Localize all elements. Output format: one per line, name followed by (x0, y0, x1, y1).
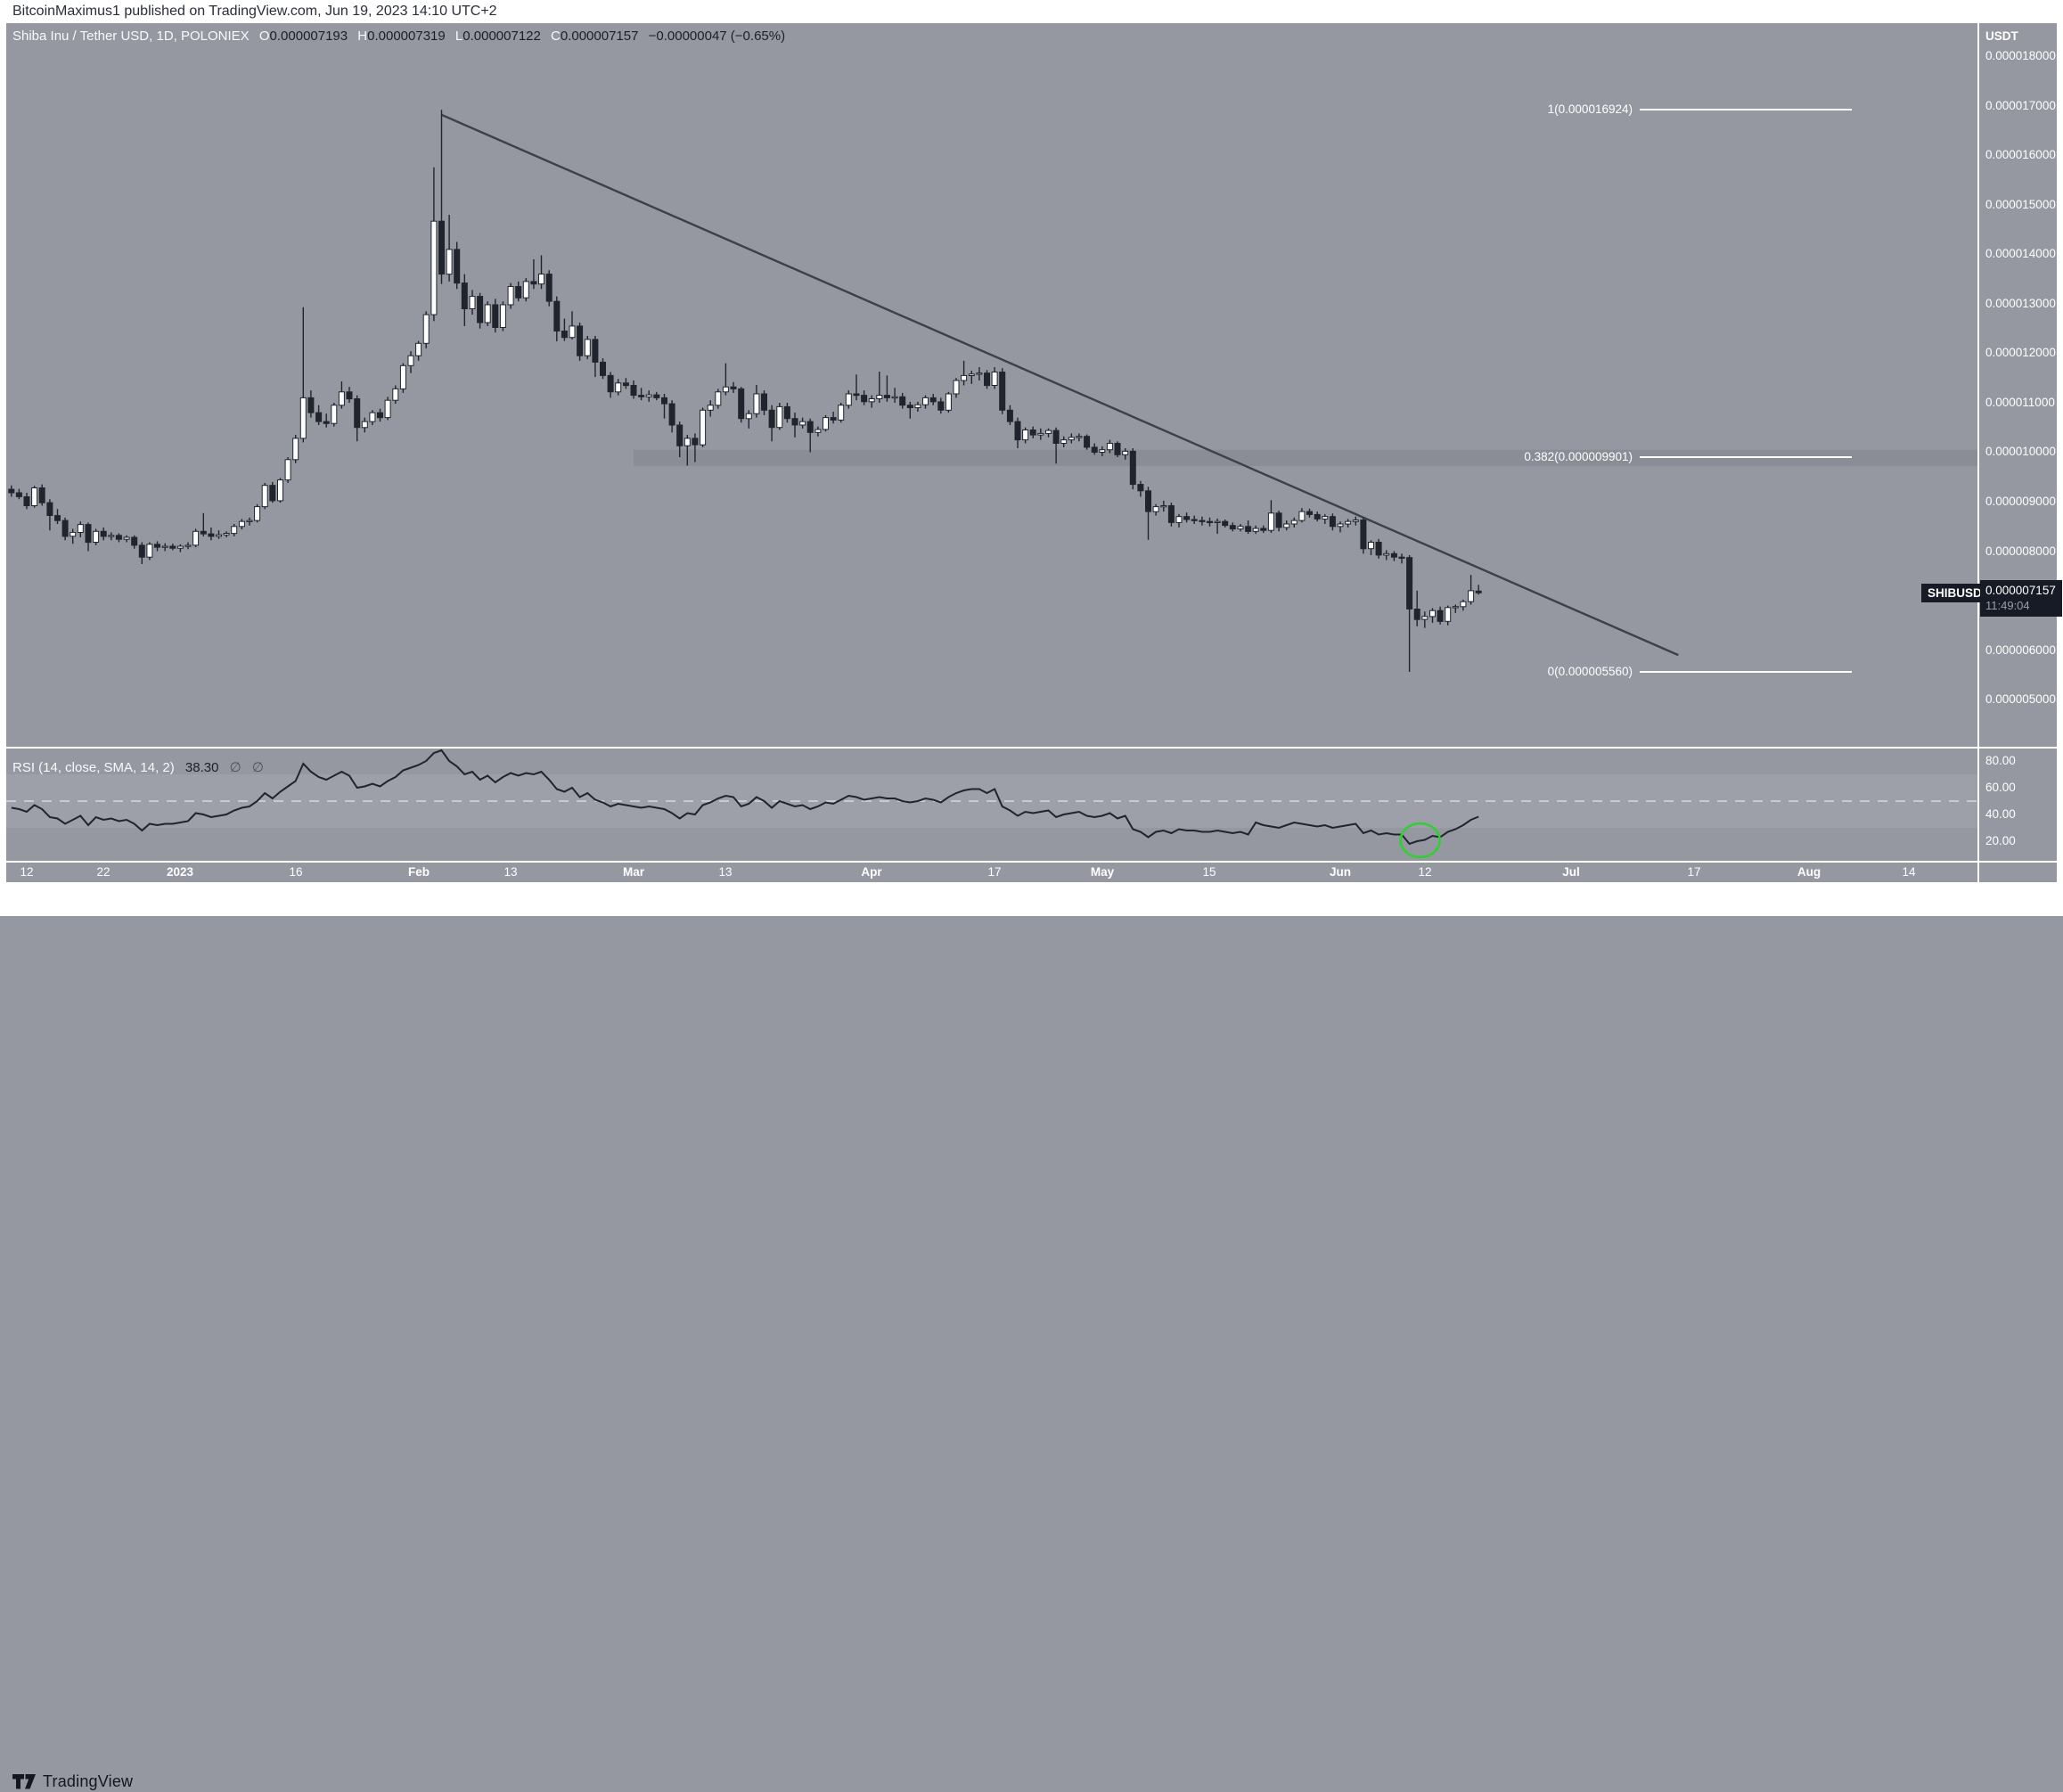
rsi-axis-label: 40.00 (1985, 807, 2016, 821)
rsi-axis-label: 20.00 (1985, 834, 2016, 847)
rsi-highlight-circle[interactable] (1399, 822, 1441, 859)
publish-header-text: BitcoinMaximus1 published on TradingView… (12, 4, 497, 19)
tradingview-logo-text: TradingView (43, 1772, 134, 1790)
chart-canvas[interactable] (0, 0, 2063, 916)
symbol-legend: Shiba Inu / Tether USD, 1D, POLONIEX O0.… (12, 29, 785, 44)
price-axis-label: 0.000014000 (1985, 247, 2056, 260)
time-axis-label: 17 (987, 865, 1002, 879)
price-axis-label: 0.000018000 (1985, 49, 2056, 62)
rsi-legend: RSI (14, close, SMA, 14, 2) 38.30 ∅ ∅ (12, 759, 264, 775)
fib-label-1: 1(0.000016924) (1547, 102, 1633, 116)
price-axis-label: 0.000012000 (1985, 346, 2056, 359)
last-price-flag: 0.000007157 11:49:04 (1980, 580, 2062, 617)
symbol-title[interactable]: Shiba Inu / Tether USD, 1D, POLONIEX (12, 29, 250, 44)
price-axis-label: 0.000017000 (1985, 99, 2056, 112)
symbol-price-flag: SHIBUSDT (1921, 584, 1996, 602)
price-axis-label: 0.000013000 (1985, 297, 2056, 310)
chart-background[interactable] (0, 23, 2063, 882)
time-axis-label: 12 (20, 865, 34, 879)
time-axis-label: 17 (1687, 865, 1701, 879)
rsi-title[interactable]: RSI (14, close, SMA, 14, 2) (12, 760, 175, 775)
ohlc-high-letter: H (357, 29, 368, 44)
price-scale-currency[interactable]: USDT (1985, 29, 2018, 43)
time-axis-label: Jul (1562, 865, 1580, 879)
price-axis-label: 0.000006000 (1985, 643, 2056, 657)
price-axis-label: 0.000010000 (1985, 445, 2056, 458)
ohlc-close-value: 0.000007157 (560, 29, 639, 44)
tradingview-logo[interactable]: TradingView (12, 1771, 133, 1792)
footer-bar: TradingView (0, 882, 2063, 1790)
trendline[interactable] (441, 113, 1679, 657)
fib-zone-band[interactable] (634, 449, 1977, 466)
time-axis-divider (0, 861, 2063, 863)
time-axis-label: 16 (289, 865, 303, 879)
right-border (2057, 23, 2063, 882)
tradingview-logo-icon (12, 1773, 36, 1788)
price-axis-label: 0.000005000 (1985, 692, 2056, 706)
time-axis-label: 13 (503, 865, 518, 879)
rsi-ma1-empty: ∅ (229, 760, 242, 775)
ohlc-close-letter: C (551, 29, 561, 44)
rsi-line[interactable] (11, 749, 1479, 846)
time-axis-label: 2023 (166, 865, 194, 879)
time-axis-label: Apr (861, 865, 882, 879)
time-axis-label: 15 (1202, 865, 1216, 879)
ohlc-open-value: 0.000007193 (269, 29, 348, 44)
price-axis-label: 0.000008000 (1985, 544, 2056, 558)
ohlc-high-value: 0.000007319 (367, 29, 446, 44)
bar-countdown: 11:49:04 (1985, 599, 2030, 612)
price-axis-label: 0.000009000 (1985, 495, 2056, 508)
pane-divider[interactable] (0, 747, 2063, 749)
ohlc-open-letter: O (258, 29, 270, 44)
time-axis-label: 12 (1418, 865, 1432, 879)
ohlc-low-value: 0.000007122 (463, 29, 541, 44)
last-price-value: 0.000007157 (1985, 584, 2056, 597)
price-axis-label: 0.000011000 (1985, 396, 2055, 409)
rsi-value: 38.30 (184, 760, 219, 775)
time-axis-label: Feb (407, 865, 430, 879)
fib-label-0382: 0.382(0.000009901) (1524, 450, 1633, 463)
price-axis-label: 0.000016000 (1985, 148, 2056, 161)
time-axis-label: 14 (1902, 865, 1916, 879)
time-axis-label: 13 (718, 865, 733, 879)
fib-line-1[interactable] (1640, 109, 1852, 110)
fib-line-0382[interactable] (1640, 456, 1852, 458)
rsi-ma2-empty: ∅ (251, 760, 264, 775)
time-axis-label: Jun (1329, 865, 1351, 879)
fib-label-0: 0(0.000005560) (1547, 665, 1633, 678)
time-axis-label: Aug (1797, 865, 1821, 879)
price-scale-divider[interactable] (1977, 23, 1979, 882)
price-axis-label: 0.000015000 (1985, 198, 2056, 211)
time-axis-label: Mar (622, 865, 644, 879)
rsi-axis-label: 80.00 (1985, 754, 2016, 767)
time-axis-label: May (1090, 865, 1115, 879)
change-value: −0.00000047 (−0.65%) (648, 29, 786, 44)
left-border (0, 23, 6, 882)
candles[interactable] (8, 110, 1482, 672)
ohlc-low-letter: L (454, 29, 463, 44)
fib-line-0[interactable] (1640, 671, 1852, 673)
rsi-axis-label: 60.00 (1985, 781, 2016, 794)
time-axis-label: 22 (96, 865, 111, 879)
publish-header: BitcoinMaximus1 published on TradingView… (0, 0, 2063, 23)
